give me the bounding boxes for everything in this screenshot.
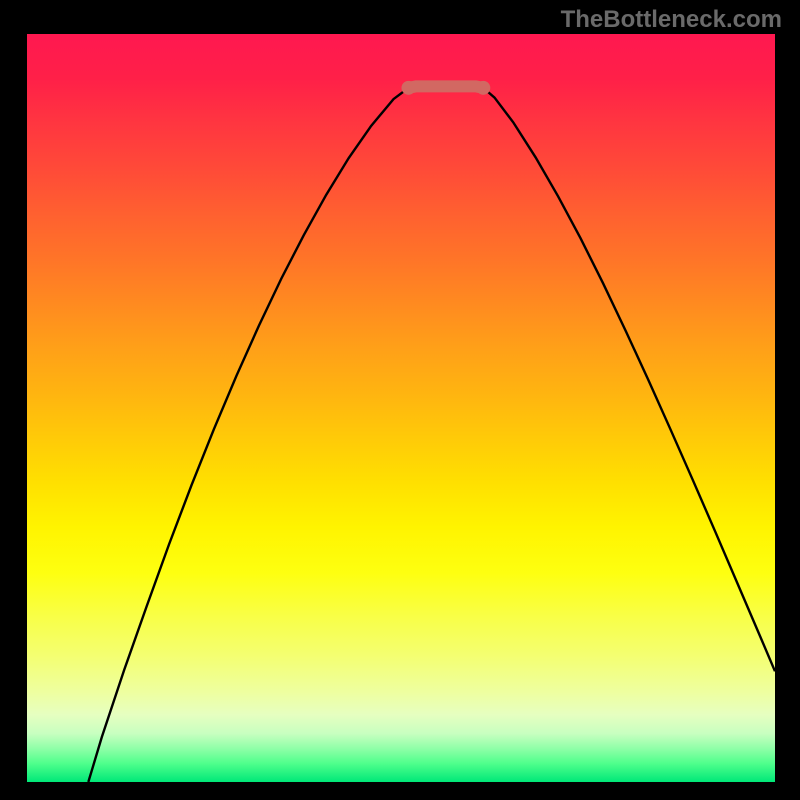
- optimal-range-end-dot: [476, 81, 490, 95]
- optimal-range-start-dot: [401, 81, 415, 95]
- watermark-text: TheBottleneck.com: [561, 6, 782, 34]
- curve-layer: [27, 34, 775, 782]
- plot-area: [27, 34, 775, 782]
- chart-container: [0, 0, 800, 800]
- optimal-range-band: [408, 86, 483, 88]
- bottleneck-curve: [88, 86, 775, 782]
